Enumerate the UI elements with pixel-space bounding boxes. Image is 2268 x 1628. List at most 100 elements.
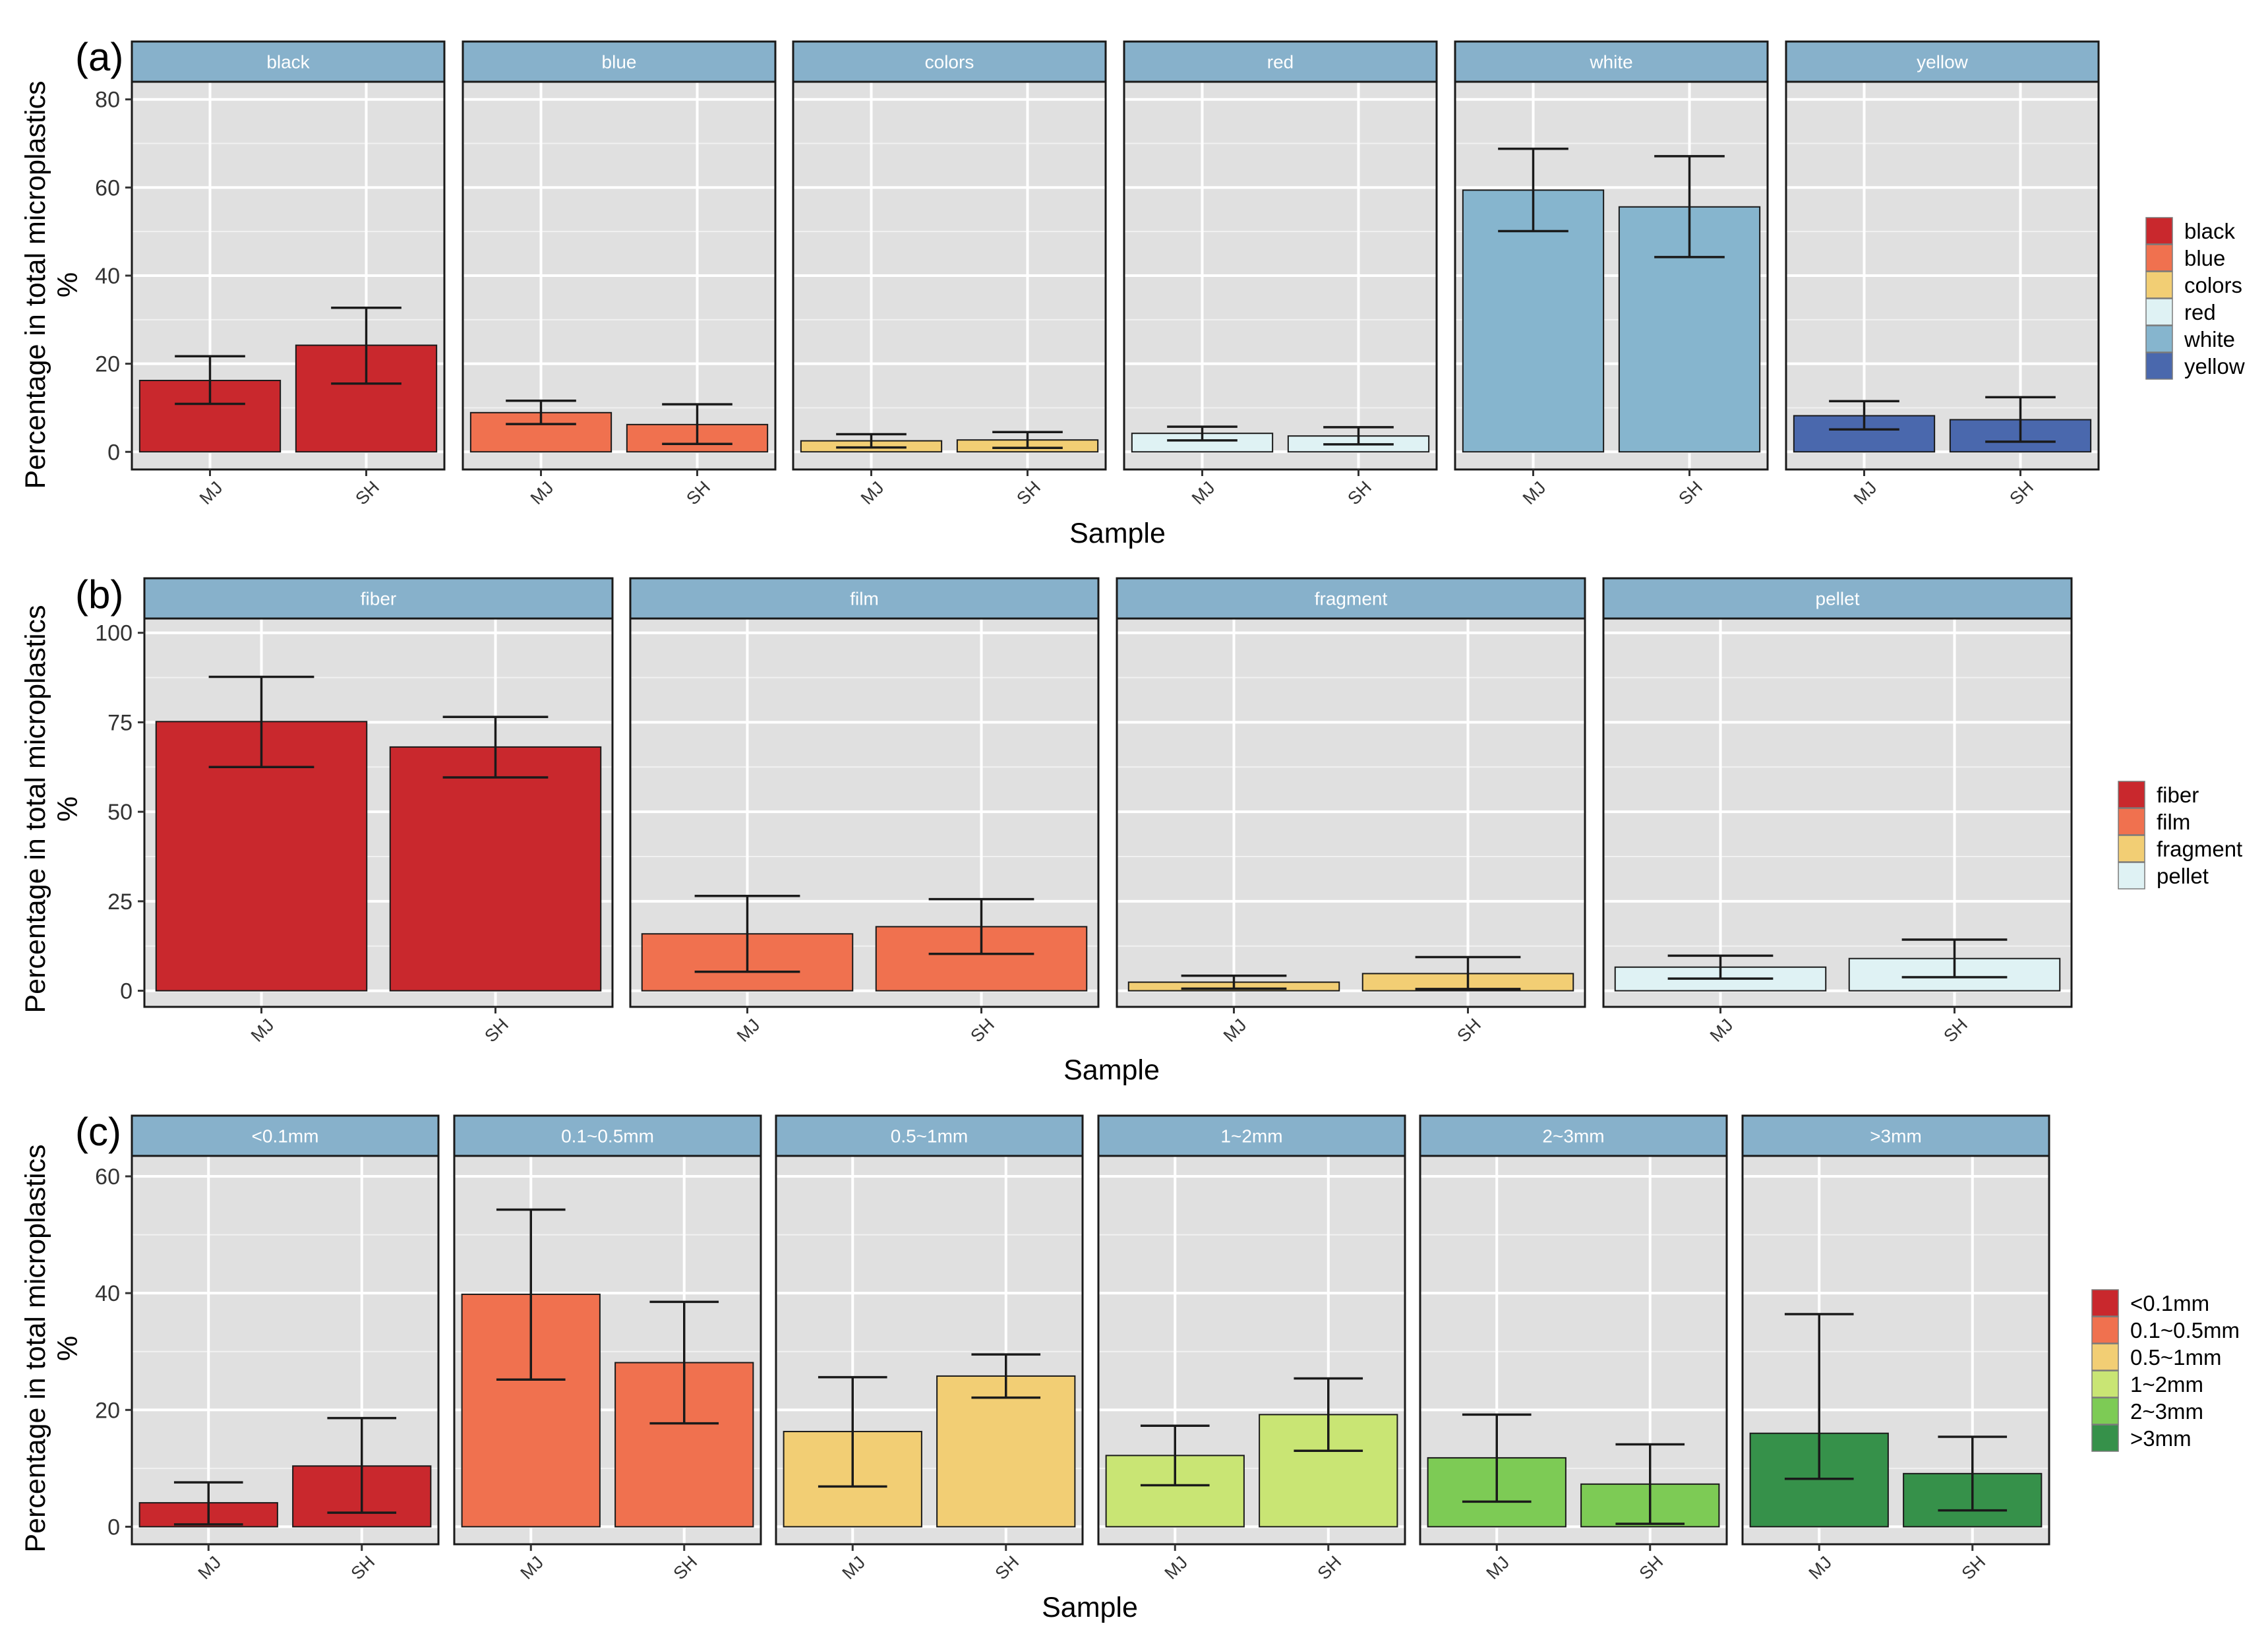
facet-strip-label: <0.1mm bbox=[252, 1126, 319, 1147]
legend-label: 0.1~0.5mm bbox=[2130, 1318, 2240, 1342]
facet-strip bbox=[1454, 40, 1769, 83]
legend-key-colors bbox=[2145, 271, 2173, 299]
y-tick-label: 40 bbox=[95, 1281, 120, 1306]
facet-strip bbox=[462, 40, 777, 83]
facet-strip bbox=[131, 40, 446, 83]
facet-strip-label: fragment bbox=[1315, 589, 1388, 609]
y-tick-label: 0 bbox=[107, 1515, 120, 1540]
legend-label: red bbox=[2184, 300, 2216, 324]
facet-strip-label: black bbox=[266, 52, 310, 73]
legend-key-red bbox=[2145, 298, 2173, 326]
y-axis-unit-b: % bbox=[52, 797, 84, 822]
legend-key-yellow bbox=[2145, 352, 2173, 380]
x-axis-title-a: Sample bbox=[1069, 518, 1166, 549]
facet-strip bbox=[629, 577, 1100, 620]
legend-key-0.1~0.5mm bbox=[2091, 1316, 2119, 1344]
panel-tag-b: (b) bbox=[75, 572, 123, 617]
legend-key-0.5~1mm bbox=[2091, 1343, 2119, 1371]
facet-strip bbox=[131, 1114, 440, 1157]
facet-strip bbox=[453, 1114, 762, 1157]
legend-key-<0.1mm bbox=[2091, 1289, 2119, 1317]
facet-strip-label: colors bbox=[925, 52, 974, 73]
legend-label: yellow bbox=[2184, 354, 2245, 378]
x-axis-title-c: Sample bbox=[1042, 1592, 1138, 1623]
legend-label: blue bbox=[2184, 246, 2225, 270]
y-tick-label: 50 bbox=[107, 800, 133, 825]
legend-b: fiber film fragment pellet bbox=[2118, 781, 2242, 889]
facet-strip bbox=[1602, 577, 2073, 620]
y-axis-unit-a: % bbox=[52, 272, 84, 297]
bar-fiber-SH bbox=[389, 746, 602, 992]
panel-tag-c: (c) bbox=[75, 1110, 121, 1154]
facet-strip bbox=[143, 577, 614, 620]
facet-strip-label: yellow bbox=[1917, 52, 1969, 73]
legend-label: >3mm bbox=[2130, 1426, 2192, 1451]
legend-label: fiber bbox=[2157, 783, 2199, 807]
facet-strip-label: blue bbox=[602, 52, 637, 73]
facet-strip-label: white bbox=[1589, 52, 1632, 73]
facet-strip bbox=[1097, 1114, 1406, 1157]
legend-key-2~3mm bbox=[2091, 1397, 2119, 1425]
chart-panel-b: (b) Percentage in total microplastics % … bbox=[20, 572, 2242, 1086]
facet-strip-label: 0.5~1mm bbox=[891, 1126, 969, 1147]
y-tick-label: 60 bbox=[95, 1164, 120, 1190]
bar-0.5~1mm-SH bbox=[936, 1375, 1076, 1528]
legend-key-film bbox=[2118, 808, 2145, 835]
legend-label: 2~3mm bbox=[2130, 1399, 2203, 1424]
legend-label: colors bbox=[2184, 273, 2242, 297]
chart-panel-a: (a) Percentage in total microplastics % … bbox=[20, 35, 2245, 549]
legend-key-fragment bbox=[2118, 835, 2145, 862]
facet-strip-label: film bbox=[850, 589, 879, 609]
y-tick-label: 75 bbox=[107, 710, 133, 735]
y-axis-title-a: Percentage in total microplastics bbox=[20, 80, 51, 489]
facet-strip bbox=[1785, 40, 2100, 83]
legend-label: white bbox=[2184, 327, 2235, 351]
legend-key-pellet bbox=[2118, 862, 2145, 889]
y-tick-label: 20 bbox=[95, 1398, 120, 1423]
facet-strip-label: pellet bbox=[1816, 589, 1860, 609]
facet-strip-label: fiber bbox=[361, 589, 396, 609]
y-axis-unit-c: % bbox=[52, 1336, 84, 1361]
bar-white-MJ bbox=[1462, 189, 1605, 453]
facet-strip-label: red bbox=[1267, 52, 1294, 73]
legend-a: black blue colors red white yellow bbox=[2145, 217, 2245, 380]
legend-key-1~2mm bbox=[2091, 1370, 2119, 1398]
facet-strip-label: 2~3mm bbox=[1542, 1126, 1604, 1147]
x-axis-title-b: Sample bbox=[1063, 1054, 1160, 1086]
legend-label: pellet bbox=[2157, 864, 2209, 888]
legend-key-blue bbox=[2145, 244, 2173, 272]
legend-key-white bbox=[2145, 325, 2173, 353]
facet-strip bbox=[775, 1114, 1084, 1157]
facet-strip-label: >3mm bbox=[1870, 1126, 1922, 1147]
y-tick-label: 0 bbox=[120, 979, 133, 1004]
facet-strip bbox=[1123, 40, 1438, 83]
y-tick-label: 80 bbox=[95, 88, 120, 113]
facet-strip bbox=[1741, 1114, 2050, 1157]
y-tick-label: 60 bbox=[95, 175, 120, 200]
legend-key-fiber bbox=[2118, 781, 2145, 808]
y-axis-title-c: Percentage in total microplastics bbox=[20, 1144, 51, 1552]
y-axis-title-b: Percentage in total microplastics bbox=[20, 605, 51, 1013]
legend-key-black bbox=[2145, 217, 2173, 245]
y-tick-label: 0 bbox=[107, 440, 120, 465]
facet-strip bbox=[792, 40, 1107, 83]
y-tick-label: 20 bbox=[95, 352, 120, 377]
facet-strip bbox=[1116, 577, 1586, 620]
